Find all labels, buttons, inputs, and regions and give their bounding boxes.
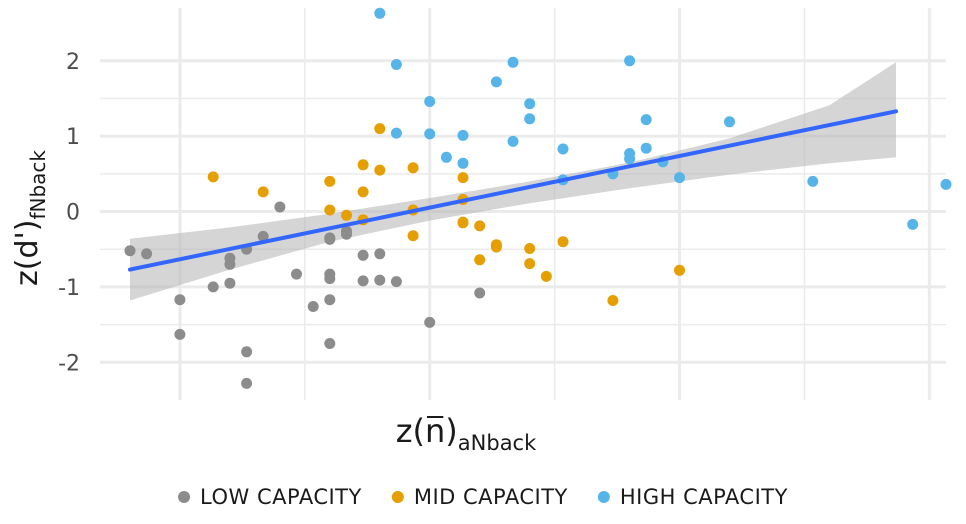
- low-capacity-point: [341, 225, 352, 237]
- points-layer: [124, 7, 952, 389]
- mid-capacity-point: [457, 216, 469, 228]
- y-axis-label: z(d')fNback: [10, 150, 50, 286]
- low-capacity-point: [174, 294, 186, 306]
- regression-line: [127, 109, 899, 272]
- grid: [100, 8, 946, 400]
- high-capacity-point: [457, 157, 469, 169]
- high-capacity-point: [457, 129, 469, 141]
- high-capacity-point: [807, 175, 819, 187]
- high-capacity-legend-key: [597, 491, 610, 503]
- high-capacity-point: [440, 151, 452, 163]
- legend-label: LOW CAPACITY: [200, 485, 362, 509]
- high-capacity-point: [524, 113, 536, 125]
- high-capacity-point: [390, 59, 402, 70]
- low-capacity-point: [257, 230, 269, 242]
- mid-capacity-point: [324, 175, 336, 187]
- mid-capacity-legend-key: [391, 491, 404, 503]
- mid-capacity-point: [374, 164, 386, 176]
- mid-capacity-point: [607, 295, 619, 306]
- mid-capacity-point: [540, 270, 552, 282]
- y-tick-label: -1: [58, 276, 80, 301]
- low-capacity-point: [324, 273, 336, 285]
- low-capacity-point: [357, 275, 369, 287]
- confidence-band: [130, 62, 896, 301]
- y-tick-labels: -2 -1 0 1 2: [58, 50, 80, 377]
- low-capacity-point: [241, 346, 253, 358]
- y-tick-label: 1: [66, 125, 80, 150]
- low-capacity-point: [274, 201, 286, 213]
- low-capacity-point: [224, 277, 236, 289]
- y-tick-label: -2: [58, 351, 80, 376]
- low-capacity-point: [307, 301, 319, 312]
- high-capacity-point: [490, 76, 502, 88]
- low-capacity-point: [174, 328, 186, 340]
- high-capacity-point: [507, 56, 519, 68]
- legend-label: MID CAPACITY: [414, 485, 568, 509]
- high-capacity-point: [507, 135, 519, 147]
- mid-capacity-point: [357, 186, 369, 198]
- high-capacity-point: [724, 116, 735, 128]
- high-capacity-point: [907, 218, 919, 230]
- low-capacity-point: [374, 274, 386, 286]
- mid-capacity-point: [324, 204, 336, 216]
- low-capacity-point: [390, 276, 402, 288]
- low-capacity-point: [374, 248, 386, 260]
- high-capacity-point: [940, 178, 952, 190]
- mid-capacity-point: [207, 171, 219, 183]
- low-capacity-legend-key: [178, 491, 191, 503]
- legend-label: HIGH CAPACITY: [620, 485, 788, 509]
- high-capacity-point: [374, 7, 386, 19]
- high-capacity-point: [640, 114, 652, 126]
- high-capacity-point: [424, 128, 436, 140]
- legend: LOW CAPACITY MID CAPACITY HIGH CAPACITY: [178, 485, 788, 509]
- high-capacity-point: [624, 55, 636, 67]
- mid-capacity-point: [407, 162, 419, 174]
- low-capacity-point: [424, 316, 436, 328]
- high-capacity-point: [674, 172, 685, 184]
- high-capacity-point: [640, 142, 652, 154]
- mid-capacity-point: [524, 243, 536, 254]
- mid-capacity-point: [374, 123, 386, 135]
- low-capacity-point: [324, 232, 336, 244]
- low-capacity-point: [357, 249, 369, 261]
- mid-capacity-point: [557, 236, 569, 248]
- mid-capacity-point: [257, 186, 269, 198]
- high-capacity-point: [557, 143, 569, 155]
- high-capacity-point: [624, 153, 636, 165]
- low-capacity-point: [141, 248, 153, 260]
- mid-capacity-point: [524, 258, 536, 270]
- confidence-band-layer: [130, 62, 896, 301]
- mid-capacity-point: [490, 241, 502, 253]
- y-tick-label: 2: [66, 50, 80, 75]
- high-capacity-point: [424, 96, 436, 107]
- mid-capacity-point: [457, 172, 469, 184]
- low-capacity-point: [324, 294, 336, 306]
- high-capacity-point: [524, 98, 536, 110]
- mid-capacity-point: [674, 264, 685, 276]
- mid-capacity-point: [357, 159, 369, 171]
- high-capacity-point: [390, 127, 402, 139]
- low-capacity-point: [474, 287, 486, 299]
- low-capacity-point: [124, 245, 136, 257]
- low-capacity-point: [291, 268, 302, 280]
- mid-capacity-point: [407, 230, 419, 242]
- mid-capacity-point: [474, 254, 486, 266]
- fit-line-layer: [127, 109, 899, 272]
- mid-capacity-point: [474, 220, 486, 232]
- mid-capacity-point: [341, 209, 352, 221]
- low-capacity-point: [241, 377, 253, 389]
- low-capacity-point: [324, 338, 336, 349]
- low-capacity-point: [207, 281, 219, 293]
- x-axis-label: z(n)aNback: [396, 412, 537, 455]
- low-capacity-point: [224, 258, 236, 270]
- y-tick-label: 0: [66, 201, 80, 226]
